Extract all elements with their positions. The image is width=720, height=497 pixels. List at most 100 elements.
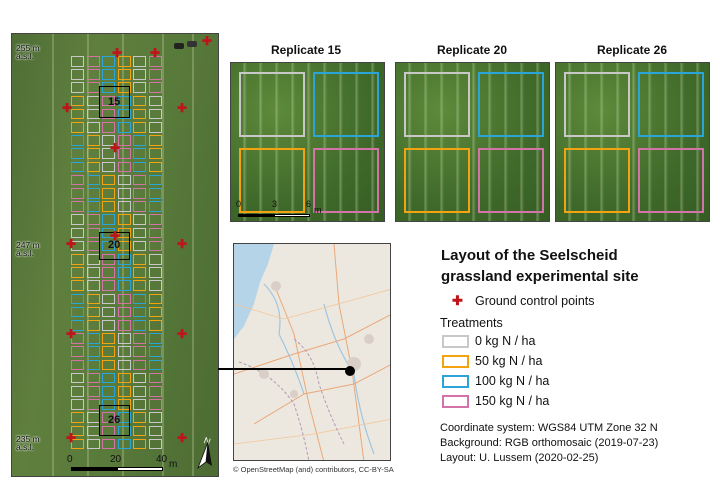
gcp-marker: ✚ bbox=[177, 237, 188, 251]
plot-cell bbox=[86, 359, 100, 371]
plot-cell bbox=[102, 95, 115, 107]
replicate-image-26[interactable] bbox=[555, 62, 710, 222]
plot-cell bbox=[117, 267, 131, 278]
plot-cell bbox=[102, 148, 115, 160]
plot-cell bbox=[148, 82, 162, 94]
plot-cell bbox=[133, 267, 146, 278]
gcp-marker: ✚ bbox=[150, 46, 161, 60]
plot-cell bbox=[71, 56, 84, 67]
gcp-marker: ✚ bbox=[112, 46, 123, 60]
plot-cell bbox=[148, 174, 162, 186]
main-site-map[interactable]: 15 20 26 ✚ ✚ ✚ ✚ ✚ ✚ ✚ ✚ ✚ ✚ ✚ ✚ ✚ 255 m… bbox=[11, 33, 219, 477]
gcp-marker: ✚ bbox=[62, 101, 73, 115]
plot-cell bbox=[86, 320, 100, 331]
plot-cell bbox=[148, 425, 162, 437]
replicate-block-15[interactable] bbox=[99, 86, 130, 118]
treatment-label-0: 0 kg N / ha bbox=[475, 334, 536, 348]
replicate-image-20[interactable] bbox=[395, 62, 550, 222]
north-arrow-icon: N bbox=[192, 435, 216, 470]
plot-cell bbox=[71, 174, 84, 186]
plot-cell bbox=[117, 293, 131, 305]
plot-cell bbox=[71, 438, 84, 450]
gcp-marker: ✚ bbox=[66, 327, 77, 341]
replicate-image-15[interactable]: 0 3 6 m bbox=[230, 62, 385, 222]
gcp-marker: ✚ bbox=[177, 327, 188, 341]
overview-inset-map[interactable] bbox=[233, 243, 391, 461]
plot-cell bbox=[102, 293, 115, 305]
plot-cell bbox=[86, 69, 100, 80]
gcp-marker: ✚ bbox=[177, 431, 188, 445]
plot-cell bbox=[71, 227, 84, 239]
gcp-marker: ✚ bbox=[202, 34, 213, 48]
plot-cell bbox=[71, 346, 84, 358]
location-connector-line bbox=[218, 368, 350, 370]
gcp-marker: ✚ bbox=[66, 237, 77, 251]
replicate-block-26[interactable] bbox=[99, 405, 130, 436]
block-label-20: 20 bbox=[108, 239, 121, 251]
plot-cell bbox=[133, 227, 146, 239]
plot-cell bbox=[102, 306, 115, 318]
plot-cell bbox=[148, 359, 162, 371]
plot-cell bbox=[86, 122, 100, 133]
plot-cell bbox=[71, 280, 84, 292]
parked-car bbox=[174, 43, 184, 49]
plot-cell bbox=[117, 386, 131, 397]
legend-title: Layout of the Seelscheid grassland exper… bbox=[441, 247, 639, 285]
plot-cell bbox=[102, 280, 115, 292]
plot-cell bbox=[133, 254, 146, 265]
swatch-0-kg bbox=[442, 335, 469, 348]
plot-cell bbox=[102, 108, 115, 120]
plot-cell bbox=[148, 214, 162, 226]
plot-cell bbox=[148, 280, 162, 292]
plot-cell bbox=[148, 227, 162, 239]
plot-cell bbox=[148, 188, 162, 199]
plot-cell bbox=[71, 240, 84, 252]
plot-cell bbox=[86, 95, 100, 107]
plot-cell bbox=[71, 320, 84, 331]
info-layout: Layout: U. Lussem (2020-02-25) bbox=[440, 452, 599, 464]
treatments-heading: Treatments bbox=[440, 316, 503, 330]
plot-cell bbox=[133, 122, 146, 133]
gcp-marker: ✚ bbox=[110, 229, 121, 243]
plot-cell bbox=[86, 240, 100, 252]
plot-cell bbox=[86, 214, 100, 226]
plot-cell bbox=[117, 214, 131, 226]
plot-cell bbox=[117, 56, 131, 67]
swatch-150-kg bbox=[442, 395, 469, 408]
plot-cell bbox=[102, 438, 115, 450]
plot-cell bbox=[102, 161, 115, 173]
plot-cell bbox=[133, 135, 146, 146]
replicate-scale-bar: 0 3 6 m bbox=[236, 199, 322, 217]
plot-cell bbox=[86, 135, 100, 146]
plot-cell bbox=[86, 372, 100, 384]
plot-cell bbox=[71, 122, 84, 133]
plot-cell bbox=[117, 161, 131, 173]
plot-cell bbox=[86, 148, 100, 160]
plot-cell bbox=[71, 95, 84, 107]
plot-cell bbox=[117, 359, 131, 371]
plot-cell bbox=[102, 333, 115, 344]
plot-cell bbox=[133, 399, 146, 410]
plot-cell bbox=[102, 320, 115, 331]
plot-cell bbox=[148, 69, 162, 80]
plot-cell bbox=[86, 399, 100, 410]
plot-cell bbox=[86, 333, 100, 344]
plot-cell bbox=[71, 161, 84, 173]
plot-cell bbox=[71, 69, 84, 80]
plot-cell bbox=[117, 412, 131, 424]
plot-cell bbox=[133, 438, 146, 450]
plot-cell bbox=[86, 56, 100, 67]
plot-cell bbox=[148, 240, 162, 252]
plot-cell bbox=[133, 359, 146, 371]
replicate-block-20[interactable] bbox=[99, 232, 130, 260]
plot-cell bbox=[117, 122, 131, 133]
plot-cell bbox=[86, 174, 100, 186]
plot-cell bbox=[71, 254, 84, 265]
plot-cell bbox=[117, 82, 131, 94]
plot-cell bbox=[148, 95, 162, 107]
elevation-label-middle: 247 m a.s.l. bbox=[16, 240, 40, 258]
swatch-50-kg bbox=[442, 355, 469, 368]
plot-cell bbox=[117, 399, 131, 410]
plot-cell bbox=[71, 201, 84, 212]
plot-cell bbox=[148, 372, 162, 384]
